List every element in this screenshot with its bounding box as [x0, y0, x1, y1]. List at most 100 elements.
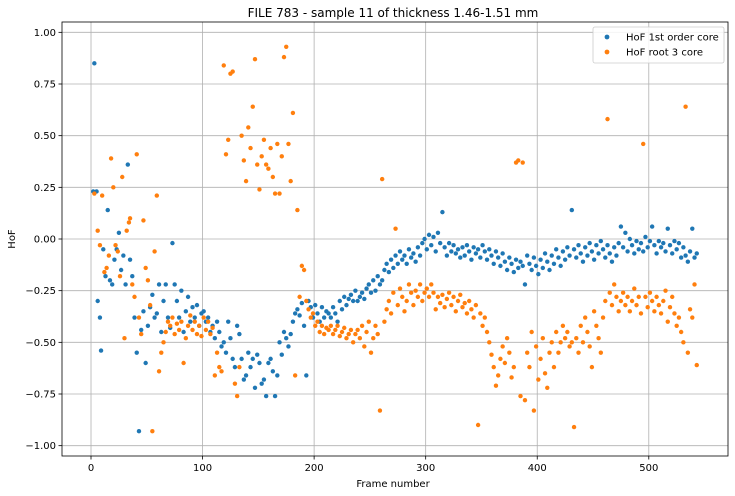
data-point — [337, 298, 342, 304]
data-point — [451, 294, 456, 300]
data-point — [549, 253, 554, 258]
data-point — [172, 331, 177, 337]
data-point — [179, 288, 184, 293]
data-point — [408, 290, 414, 295]
data-point — [469, 307, 474, 312]
data-point — [127, 257, 133, 262]
data-point — [620, 245, 626, 250]
data-point — [527, 364, 532, 370]
data-point — [315, 311, 320, 316]
data-point — [690, 226, 695, 231]
data-point — [567, 253, 572, 258]
data-point — [174, 321, 180, 326]
data-point — [388, 311, 394, 316]
data-point — [627, 309, 633, 314]
data-point — [310, 311, 316, 316]
data-point — [348, 327, 354, 333]
data-point — [649, 298, 655, 304]
data-point — [304, 298, 309, 304]
x-tick-label: 100 — [193, 463, 212, 474]
data-point — [228, 336, 233, 341]
data-point — [411, 302, 416, 308]
data-point — [475, 422, 481, 428]
data-point — [297, 294, 302, 300]
data-point — [136, 429, 142, 434]
data-point — [275, 373, 280, 378]
data-point — [299, 263, 305, 269]
data-point — [161, 340, 166, 345]
data-point — [562, 336, 568, 341]
data-point — [594, 243, 599, 248]
data-point — [107, 278, 113, 283]
data-point — [489, 253, 494, 258]
data-point — [95, 298, 100, 304]
data-point — [545, 385, 550, 390]
data-point — [408, 255, 414, 260]
data-point — [491, 261, 496, 266]
data-point — [270, 174, 276, 180]
data-point — [97, 315, 103, 320]
data-point — [420, 298, 425, 304]
data-point — [694, 362, 699, 368]
data-point — [217, 364, 222, 370]
data-point — [339, 307, 345, 312]
data-point — [181, 329, 186, 335]
data-point — [313, 323, 318, 328]
data-point — [382, 267, 387, 273]
data-point — [661, 240, 666, 246]
data-point — [121, 253, 126, 258]
data-point — [165, 319, 171, 324]
y-tick-label: 0.00 — [34, 235, 56, 246]
data-point — [560, 323, 566, 328]
data-point — [658, 245, 664, 250]
data-point — [464, 243, 470, 248]
data-point — [513, 257, 519, 262]
x-tick-label: 0 — [88, 463, 94, 474]
data-point — [692, 282, 697, 287]
data-point — [558, 263, 563, 269]
data-point — [359, 323, 365, 328]
legend-label-1st-order: HoF 1st order core — [626, 33, 719, 44]
data-point — [598, 238, 604, 244]
data-point — [674, 247, 679, 252]
data-point — [105, 207, 110, 213]
data-point — [518, 393, 523, 399]
data-point — [676, 315, 682, 320]
data-point — [591, 257, 597, 262]
data-point — [279, 352, 284, 357]
data-point — [522, 398, 528, 403]
data-point — [120, 174, 125, 180]
data-point — [424, 247, 429, 252]
data-point — [248, 364, 253, 370]
data-point — [547, 267, 552, 273]
data-point — [473, 302, 479, 308]
data-point — [587, 344, 592, 349]
y-tick-label: 0.25 — [34, 183, 56, 194]
data-point — [243, 178, 249, 184]
data-point — [444, 253, 450, 258]
data-point — [257, 360, 262, 366]
data-point — [134, 152, 139, 157]
data-point — [484, 257, 490, 262]
data-point — [531, 255, 537, 260]
data-point — [263, 393, 269, 399]
data-point — [382, 319, 387, 324]
series-2 — [92, 44, 699, 434]
data-point — [406, 282, 412, 287]
data-point — [284, 336, 289, 341]
data-point — [353, 331, 358, 337]
data-point — [375, 331, 380, 337]
data-point — [350, 340, 356, 345]
data-point — [335, 323, 340, 328]
data-point — [591, 309, 597, 314]
data-point — [598, 350, 604, 355]
data-point — [458, 255, 463, 260]
data-point — [237, 331, 242, 337]
data-point — [393, 253, 398, 258]
data-point — [402, 309, 407, 314]
data-point — [393, 226, 398, 231]
data-point — [117, 274, 123, 279]
data-point — [435, 230, 441, 235]
data-point — [126, 220, 132, 225]
